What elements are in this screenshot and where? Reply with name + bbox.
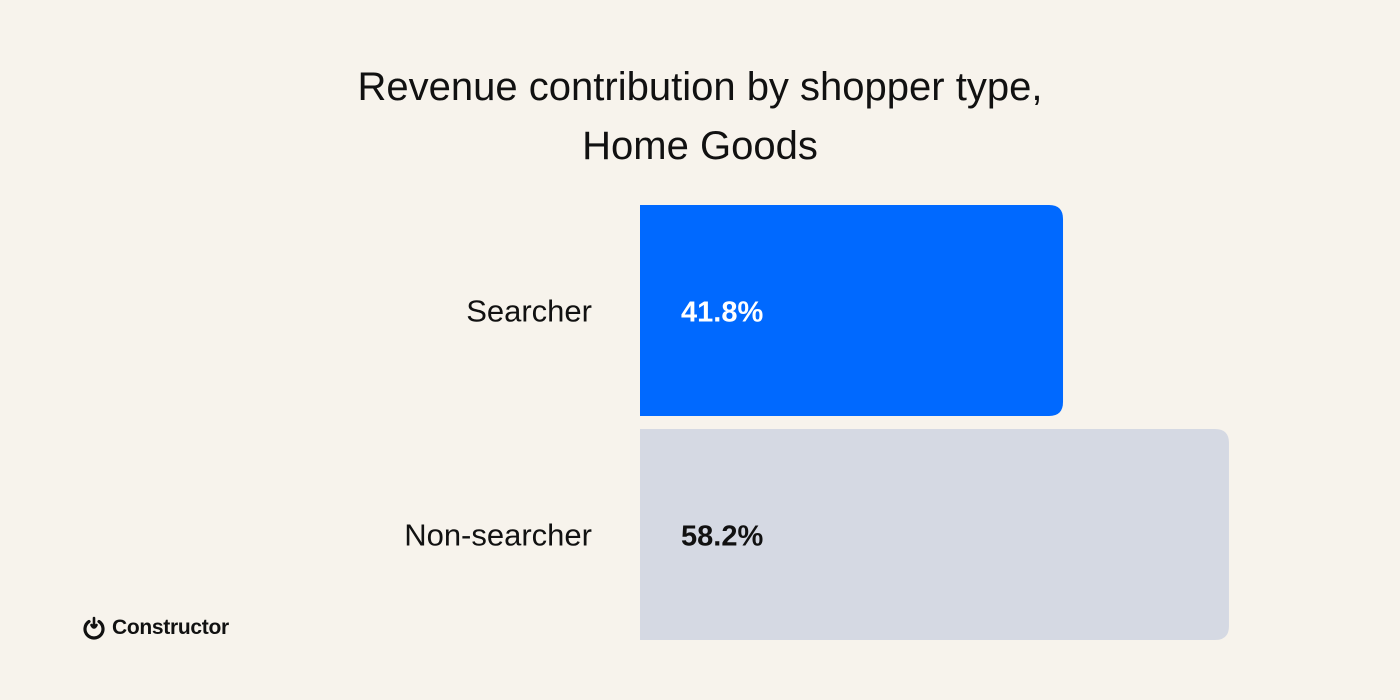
value-label: 41.8% xyxy=(681,297,763,329)
chart-title: Revenue contribution by shopper type, Ho… xyxy=(0,58,1400,176)
chart-subtitle: Home Goods xyxy=(582,124,818,168)
power-icon xyxy=(83,616,105,640)
constructor-logo: Constructor xyxy=(82,616,229,640)
category-label: Searcher xyxy=(466,294,592,329)
bar-non-searcher xyxy=(640,429,1229,640)
category-label: Non-searcher xyxy=(404,518,592,553)
logo-text: Constructor xyxy=(112,616,229,639)
value-label: 58.2% xyxy=(681,521,763,553)
chart-title-line: Revenue contribution by shopper type, xyxy=(357,65,1043,109)
bar-searcher xyxy=(640,205,1064,416)
